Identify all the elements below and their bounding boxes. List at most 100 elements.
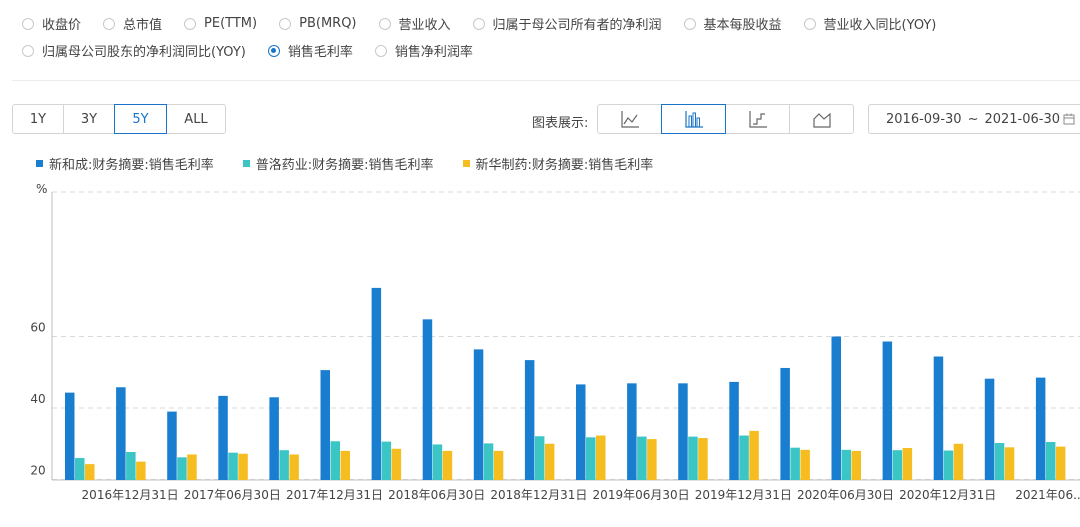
bar-series-3 [698,438,708,480]
indicator-label: 销售净利润率 [394,45,473,60]
radio-unselected-icon[interactable] [374,44,387,57]
bar-series-2 [228,452,238,480]
step-chart-button[interactable] [725,104,790,134]
bar-series-1 [320,370,330,480]
indicator-option[interactable]: 营业收入 [378,14,451,33]
legend-item-series-3[interactable]: 新华制药:财务摘要:销售毛利率 [462,154,654,173]
bar-series-1 [882,341,893,480]
calendar-icon [1063,113,1075,125]
radio-unselected-icon[interactable] [22,17,34,30]
bar-chart-button[interactable] [661,104,726,134]
bar-series-2 [177,457,187,480]
line-chart-button[interactable] [597,104,662,134]
y-tick-label: 40 [30,392,45,406]
bar-series-1 [627,383,637,480]
y-tick-label: 20 [30,464,45,478]
x-tick-label: 2021年06... [1015,488,1080,502]
date-end: 2021-06-30 [984,111,1061,127]
bar-chart: % 20 40 60 2016年12月31日 2017年06月30日 2017年12月31日… [30,182,1080,502]
bar-series-3 [851,450,861,480]
bar-series-3 [800,449,810,480]
bar-series-3 [647,439,657,480]
x-tick-label: 2017年06月30日 [184,488,281,502]
bar-series-1 [116,387,126,480]
bar-series-1 [422,319,433,480]
date-range-picker[interactable]: 2016-09-30 ~ 2021-06-30 [868,104,1080,134]
range-all-button[interactable]: ALL [166,104,226,134]
indicator-label: 收盘价 [42,18,82,33]
bar-series-1 [167,411,177,480]
bar-series-1 [831,336,841,480]
radio-selected-icon[interactable] [267,44,280,57]
indicator-option[interactable]: 归属于母公司所有者的净利润 [472,14,662,33]
bar-series-1 [218,395,228,480]
x-tick-label: 2020年12月31日 [899,488,996,502]
bar-series-3 [289,454,299,480]
indicator-label: PE(TTM) [204,16,258,31]
bar-series-2 [534,436,545,480]
x-tick-label: 2018年06月30日 [388,488,485,502]
indicator-option[interactable]: 总市值 [103,14,162,33]
bar-series-2 [586,437,596,480]
radio-unselected-icon[interactable] [472,17,485,30]
legend-swatch [36,160,43,167]
radio-unselected-icon[interactable] [22,44,34,57]
x-tick-label: 2020年06月30日 [797,488,894,502]
bar-series-2 [381,441,392,480]
range-3y-button[interactable]: 3Y [63,104,115,134]
step-chart-icon [748,111,767,128]
bar-series-3 [391,448,402,480]
legend-swatch [462,160,470,167]
indicator-option[interactable]: 基本每股收益 [683,14,782,33]
legend-label: 新华制药:财务摘要:销售毛利率 [475,158,654,173]
indicator-option[interactable]: PB(MRQ) [279,16,357,31]
chart-type-label: 图表展示: [532,116,589,131]
x-tick-label: 2016年12月31日 [82,488,179,502]
y-unit-label: % [36,182,47,196]
x-tick-label: 2017年12月31日 [286,488,383,502]
bar-chart-icon [684,111,703,128]
line-chart-icon [620,111,639,128]
indicator-label: 归属于母公司所有者的净利润 [492,18,662,33]
indicator-option[interactable]: 销售毛利率 [267,41,353,60]
indicator-option[interactable]: 营业收入同比(YOY) [803,14,936,33]
chart-type-group [597,104,854,134]
legend-item-series-2[interactable]: 普洛药业:财务摘要:销售毛利率 [242,154,434,173]
area-chart-button[interactable] [789,104,854,134]
radio-unselected-icon[interactable] [803,17,816,30]
legend-swatch [242,160,250,167]
bar-series-1 [371,287,382,480]
bar-series-3 [238,453,248,480]
bar-series-2 [892,450,903,480]
bar-series-1 [65,392,75,480]
bar-series-1 [729,381,739,480]
bar-series-2 [790,447,800,480]
bar-series-2 [841,449,851,480]
range-1y-button[interactable]: 1Y [12,104,64,134]
bar-series-3 [493,450,504,480]
bar-series-2 [126,451,136,480]
legend-label: 普洛药业:财务摘要:销售毛利率 [255,158,434,173]
radio-unselected-icon[interactable] [103,17,116,30]
bar-series-2 [739,435,749,480]
indicator-option[interactable]: 销售净利润率 [374,41,473,60]
radio-unselected-icon[interactable] [184,17,197,30]
indicator-option[interactable]: 收盘价 [22,14,81,33]
legend-item-series-1[interactable]: 新和成:财务摘要:销售毛利率 [36,154,214,173]
indicator-label: 归属母公司股东的净利润同比(YOY) [42,45,246,60]
indicator-option[interactable]: 归属母公司股东的净利润同比(YOY) [22,41,246,60]
indicator-option[interactable]: PE(TTM) [184,16,257,31]
radio-unselected-icon[interactable] [683,17,696,30]
bar-series-2 [75,458,85,480]
bar-series-2 [637,436,647,480]
radio-unselected-icon[interactable] [378,17,391,30]
bar-series-2 [330,441,340,480]
bar-series-3 [1004,447,1015,480]
bar-series-1 [473,349,484,480]
bar-series-1 [678,383,688,480]
chart-legend: 新和成:财务摘要:销售毛利率 普洛药业:财务摘要:销售毛利率 新华制药:财务摘要… [36,154,682,173]
bar-series-3 [340,450,350,480]
radio-unselected-icon[interactable] [279,17,292,30]
indicator-label: 营业收入 [398,18,451,33]
range-5y-button[interactable]: 5Y [114,104,167,134]
